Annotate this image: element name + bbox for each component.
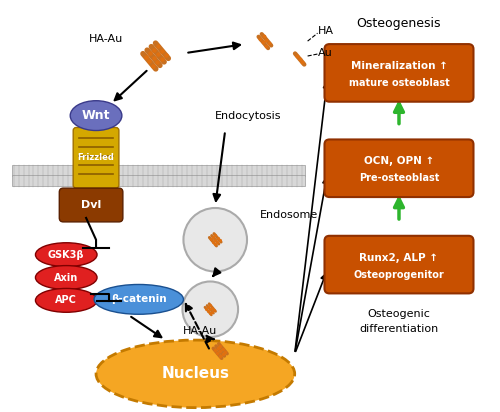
Text: OCN, OPN ↑: OCN, OPN ↑: [364, 156, 434, 166]
Text: GSK3β: GSK3β: [48, 250, 84, 260]
Text: Runx2, ALP ↑: Runx2, ALP ↑: [360, 253, 438, 262]
Text: differentiation: differentiation: [360, 324, 438, 334]
Text: Osteogenesis: Osteogenesis: [356, 17, 441, 30]
FancyBboxPatch shape: [324, 139, 474, 197]
FancyBboxPatch shape: [12, 165, 304, 176]
Ellipse shape: [36, 288, 97, 312]
Ellipse shape: [94, 284, 184, 314]
Text: Endosome: Endosome: [260, 210, 318, 220]
Text: Pre-osteoblast: Pre-osteoblast: [359, 173, 439, 183]
Text: HA: HA: [318, 26, 334, 36]
Text: Wnt: Wnt: [82, 109, 110, 122]
Text: Frizzled: Frizzled: [78, 153, 114, 162]
Circle shape: [182, 281, 238, 337]
Text: Au: Au: [318, 48, 332, 58]
FancyBboxPatch shape: [324, 236, 474, 293]
FancyBboxPatch shape: [73, 128, 119, 188]
FancyBboxPatch shape: [60, 188, 123, 222]
FancyBboxPatch shape: [324, 44, 474, 102]
Text: HA-Au: HA-Au: [183, 326, 218, 336]
Ellipse shape: [70, 101, 122, 131]
Text: β-catenin: β-catenin: [111, 294, 166, 304]
Ellipse shape: [36, 266, 97, 290]
Text: Osteoprogenitor: Osteoprogenitor: [354, 269, 444, 279]
Text: Dvl: Dvl: [81, 200, 101, 210]
Text: mature osteoblast: mature osteoblast: [348, 78, 450, 88]
Ellipse shape: [96, 340, 294, 407]
Text: Nucleus: Nucleus: [162, 366, 230, 382]
Text: Mineralization ↑: Mineralization ↑: [350, 61, 448, 71]
Text: Endocytosis: Endocytosis: [215, 110, 282, 121]
Ellipse shape: [36, 243, 97, 267]
Circle shape: [184, 208, 247, 272]
Text: HA-Au: HA-Au: [89, 34, 123, 44]
FancyBboxPatch shape: [12, 175, 304, 185]
Text: APC: APC: [56, 295, 77, 305]
Text: Osteogenic: Osteogenic: [368, 309, 430, 319]
Text: Axin: Axin: [54, 272, 78, 283]
